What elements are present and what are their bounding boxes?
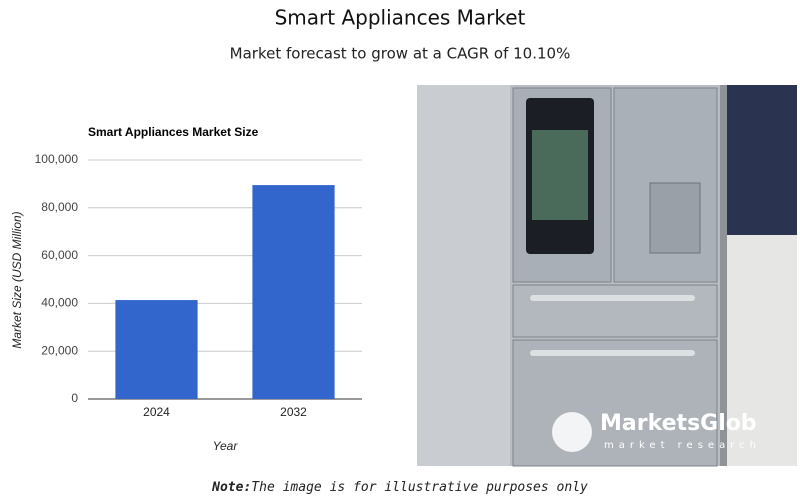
note-label: Note: (211, 480, 251, 495)
logo-icon (552, 412, 592, 452)
y-tick-label: 20,000 (41, 343, 78, 357)
page-subtitle: Market forecast to grow at a CAGR of 10.… (230, 45, 571, 63)
screen-content (532, 130, 588, 220)
chart-title: Smart Appliances Market Size (88, 125, 259, 139)
y-tick-label: 40,000 (41, 296, 78, 310)
counter (727, 235, 797, 466)
handle (530, 350, 695, 356)
page-title: Smart Appliances Market (275, 6, 526, 30)
cabinet (417, 85, 512, 466)
y-tick-label: 100,000 (35, 152, 79, 166)
wall-art (727, 85, 797, 235)
bar (115, 300, 198, 399)
y-tick-label: 80,000 (41, 200, 78, 214)
drawer (512, 284, 718, 338)
note-text: The image is for illustrative purposes o… (251, 480, 588, 495)
bar (252, 185, 335, 399)
y-tick-label: 60,000 (41, 248, 78, 262)
note: Note:The image is for illustrative purpo… (211, 480, 588, 495)
y-axis-label: Market Size (USD Million) (10, 211, 24, 348)
logo-tagline: market research (604, 440, 761, 451)
x-tick-label: 2032 (280, 405, 307, 419)
handle (530, 295, 695, 301)
y-tick-label: 0 (71, 391, 78, 405)
x-axis-label: Year (213, 439, 239, 453)
product-image: MarketsGlob market research (417, 85, 797, 467)
logo-text: MarketsGlob (600, 411, 757, 436)
x-tick-label: 2024 (143, 405, 170, 419)
drawer (512, 339, 718, 467)
dispenser (649, 182, 701, 254)
